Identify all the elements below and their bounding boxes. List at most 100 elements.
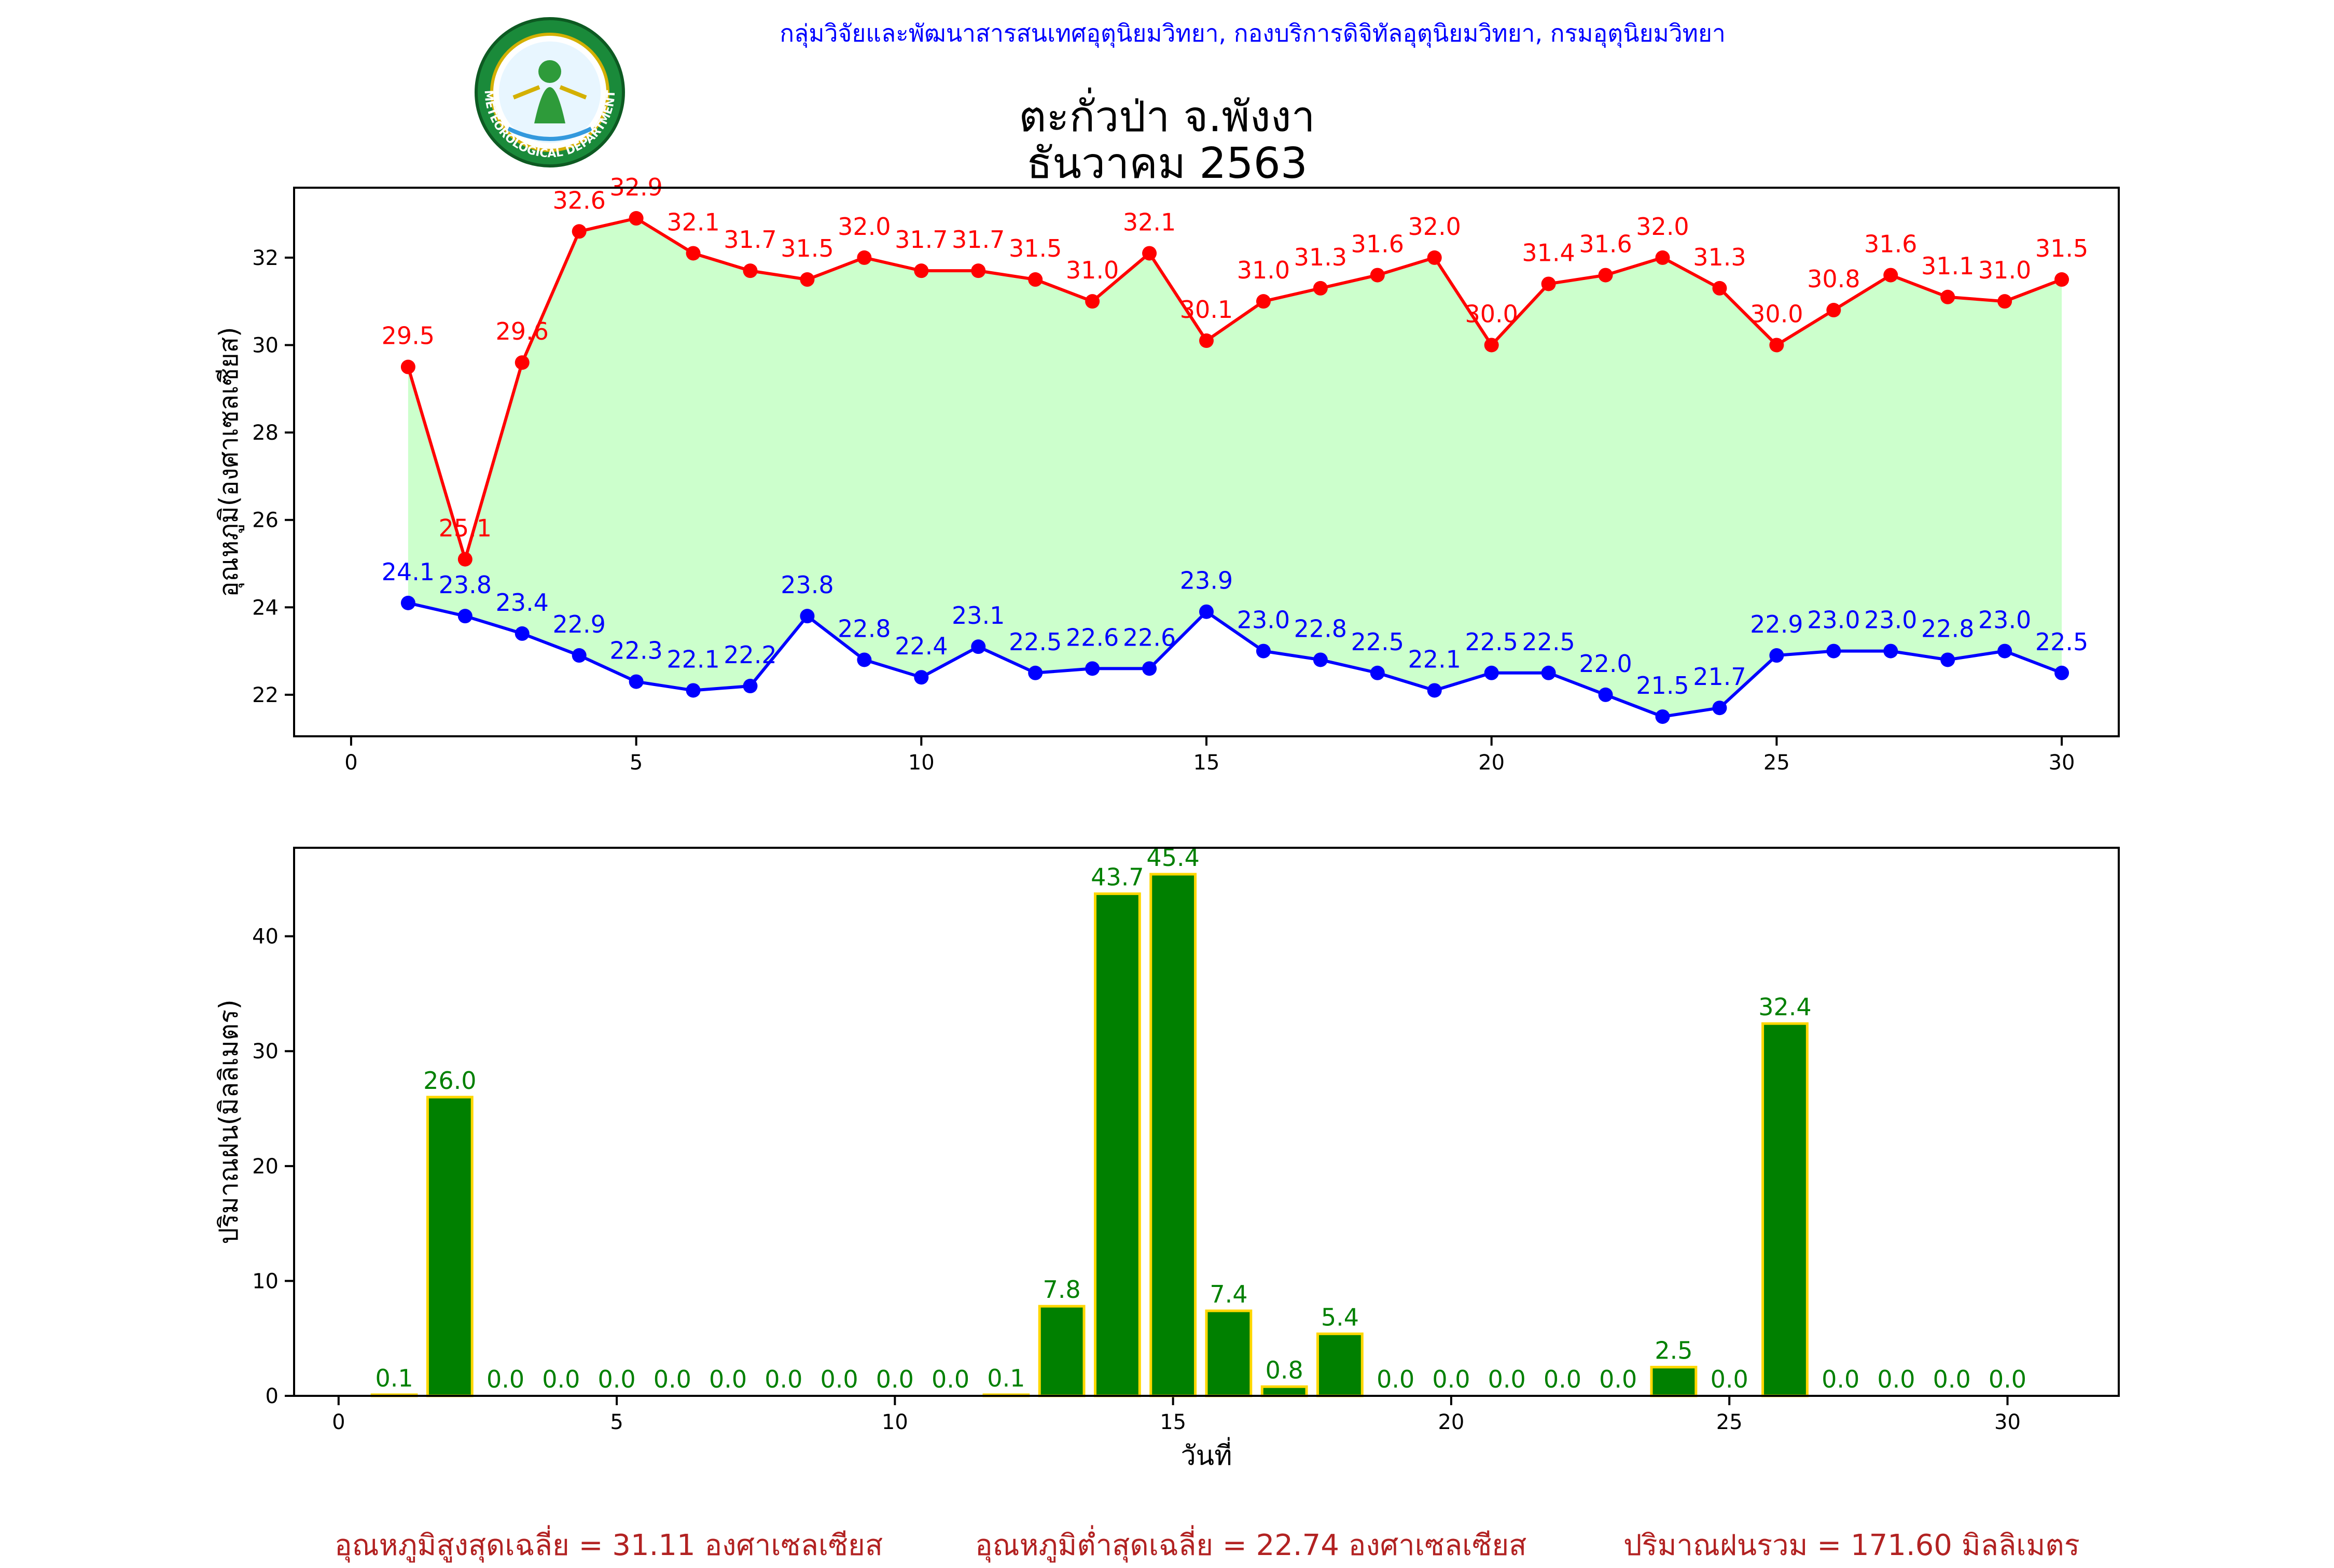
y-tick-label: 26	[252, 509, 279, 533]
min-temperature-label: 22.9	[552, 610, 605, 638]
x-tick-label: 20	[1438, 1410, 1464, 1434]
max-temperature-point	[971, 263, 986, 278]
max-temperature-point	[1142, 246, 1157, 261]
min-temperature-point	[1598, 687, 1613, 702]
rain-bar	[1650, 1366, 1698, 1397]
max-temperature-point	[457, 552, 473, 567]
max-temperature-point	[857, 250, 872, 265]
x-tick-label: 25	[1763, 751, 1790, 775]
rain-label: 0.0	[598, 1365, 636, 1393]
rain-label: 0.0	[1599, 1365, 1637, 1393]
y-tick-label: 28	[252, 421, 279, 445]
rain-label: 0.0	[1877, 1365, 1915, 1393]
max-temperature-point	[400, 359, 415, 374]
max-temperature-point	[800, 272, 815, 287]
max-temperature-label: 31.6	[1579, 230, 1632, 258]
min-temperature-point	[1769, 648, 1784, 663]
x-tick-label: 0	[344, 751, 357, 775]
max-temperature-label: 32.1	[1123, 208, 1176, 236]
plot-frame	[293, 847, 2120, 1397]
rain-label: 0.0	[1989, 1365, 2026, 1393]
rainfall-plot: 0 5 10 15 20 25 30 0 10 20 30 40 0.1 26.0 0.0 0.0 0.0 0.0…	[214, 844, 2120, 1472]
rain-label: 0.0	[876, 1365, 914, 1393]
min-temperature-point	[1313, 652, 1328, 667]
min-temperature-point	[1883, 643, 1898, 659]
rain-label: 2.5	[1655, 1337, 1692, 1365]
max-temperature-point	[1199, 333, 1214, 348]
min-temperature-label: 22.2	[724, 641, 776, 669]
x-tick-label: 25	[1716, 1410, 1743, 1434]
max-temperature-label: 30.0	[1465, 300, 1518, 328]
max-temperature-label: 32.0	[1636, 213, 1689, 241]
max-temperature-label: 31.7	[895, 226, 948, 254]
min-temperature-label: 22.8	[1294, 614, 1347, 642]
max-temperature-label: 31.3	[1693, 243, 1746, 271]
min-temperature-label: 23.0	[1807, 606, 1860, 634]
min-temperature-point	[1655, 709, 1670, 724]
max-temperature-label: 31.3	[1294, 243, 1347, 271]
temperature-axis-label: อุณหภูมิ(องศาเซลเซียส)	[214, 327, 244, 597]
max-temperature-label: 30.1	[1180, 296, 1233, 324]
min-temperature-label: 22.5	[1009, 628, 1062, 656]
x-tick-label: 10	[908, 751, 935, 775]
min-temperature-point	[1484, 665, 1499, 680]
y-tick-label: 32	[252, 246, 279, 270]
max-temperature-point	[1313, 281, 1328, 296]
max-temperature-point	[1256, 294, 1271, 309]
min-temperature-label: 23.0	[1978, 606, 2031, 634]
min-temperature-label: 23.8	[439, 571, 492, 599]
rain-bar	[1761, 1022, 1809, 1397]
rain-label: 0.0	[1377, 1365, 1414, 1393]
max-temperature-point	[1085, 294, 1100, 309]
min-temperature-point	[1028, 665, 1043, 680]
min-temperature-point	[1541, 665, 1556, 680]
rain-label: 0.0	[709, 1365, 747, 1393]
rain-label: 0.0	[1822, 1365, 1859, 1393]
x-tick-label: 5	[630, 751, 643, 775]
min-temperature-point	[629, 674, 644, 689]
max-temperature-label: 31.4	[1522, 239, 1575, 267]
min-temperature-label: 22.8	[1921, 614, 1974, 642]
rain-bar	[1149, 873, 1197, 1397]
max-temperature-point	[1370, 268, 1385, 283]
rain-label: 0.0	[1933, 1365, 1971, 1393]
min-temperature-label: 23.8	[781, 571, 833, 599]
temperature-range-fill	[408, 218, 2062, 717]
min-temperature-point	[572, 648, 587, 663]
rain-label: 43.7	[1091, 863, 1144, 891]
chart-title-period: ธันวาคม 2563	[1026, 139, 1308, 188]
max-temperature-point	[1826, 303, 1841, 318]
min-temperature-label: 22.5	[1351, 628, 1404, 656]
x-tick-label: 30	[2049, 751, 2075, 775]
min-temperature-point	[1199, 604, 1214, 619]
min-temperature-label: 23.0	[1237, 606, 1290, 634]
max-temperature-point	[743, 263, 758, 278]
rain-label: 0.1	[987, 1364, 1025, 1392]
rain-label: 0.0	[1432, 1365, 1470, 1393]
min-temperature-point	[457, 609, 473, 624]
rain-label: 0.0	[765, 1365, 802, 1393]
max-temperature-point	[686, 246, 701, 261]
max-temperature-point	[2054, 272, 2069, 287]
min-temperature-point	[914, 670, 929, 685]
y-tick-label: 0	[266, 1384, 279, 1408]
min-temperature-label: 22.5	[1522, 628, 1575, 656]
min-temperature-point	[1826, 643, 1841, 659]
min-temperature-label: 22.6	[1066, 623, 1119, 651]
max-temperature-point	[1883, 268, 1898, 283]
min-temperature-label: 22.9	[1750, 610, 1803, 638]
min-temperature-point	[743, 679, 758, 694]
temperature-plot: 0 5 10 15 20 25 30 22 24 26 28 30 32 29.5 25.1 29.6 32.6…	[214, 173, 2120, 775]
organization-line: กลุ่มวิจัยและพัฒนาสารสนเทศอุตุนิยมวิทยา,…	[780, 19, 1726, 47]
x-tick-label: 30	[1994, 1410, 2021, 1434]
min-temperature-label: 21.7	[1693, 663, 1746, 691]
max-temperature-point	[1427, 250, 1442, 265]
y-tick-label: 24	[252, 596, 279, 620]
max-temperature-label: 31.1	[1921, 252, 1974, 280]
x-tick-label: 5	[610, 1410, 623, 1434]
min-temperature-label: 22.3	[609, 637, 662, 665]
min-temperature-label: 22.8	[838, 614, 891, 642]
max-temperature-line	[406, 216, 2063, 565]
chart-title-station: ตะกั่วป่า จ.พังงา	[1019, 92, 1315, 142]
